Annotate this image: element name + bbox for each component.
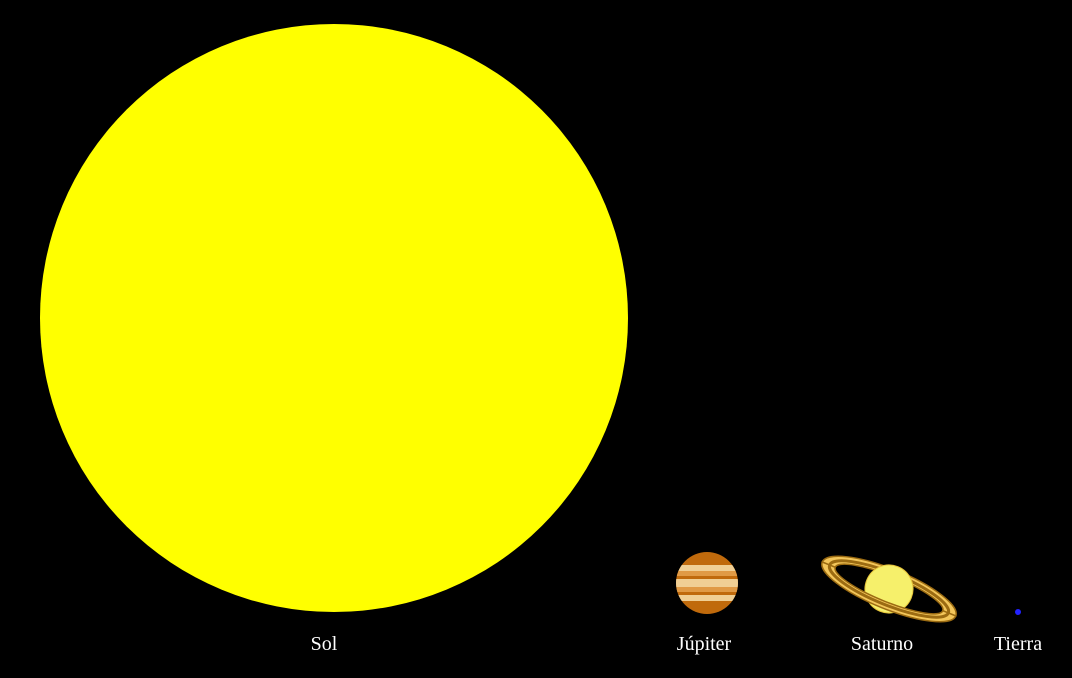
jupiter-globe (676, 552, 738, 614)
saturn-planet (821, 555, 957, 623)
sun-disc (40, 24, 628, 612)
earth-dot (1015, 609, 1021, 615)
earth-label: Tierra (993, 633, 1043, 655)
saturn-label: Saturno (850, 633, 914, 655)
sun-label: Sol (310, 633, 338, 655)
jupiter-label: Júpiter (676, 633, 732, 655)
